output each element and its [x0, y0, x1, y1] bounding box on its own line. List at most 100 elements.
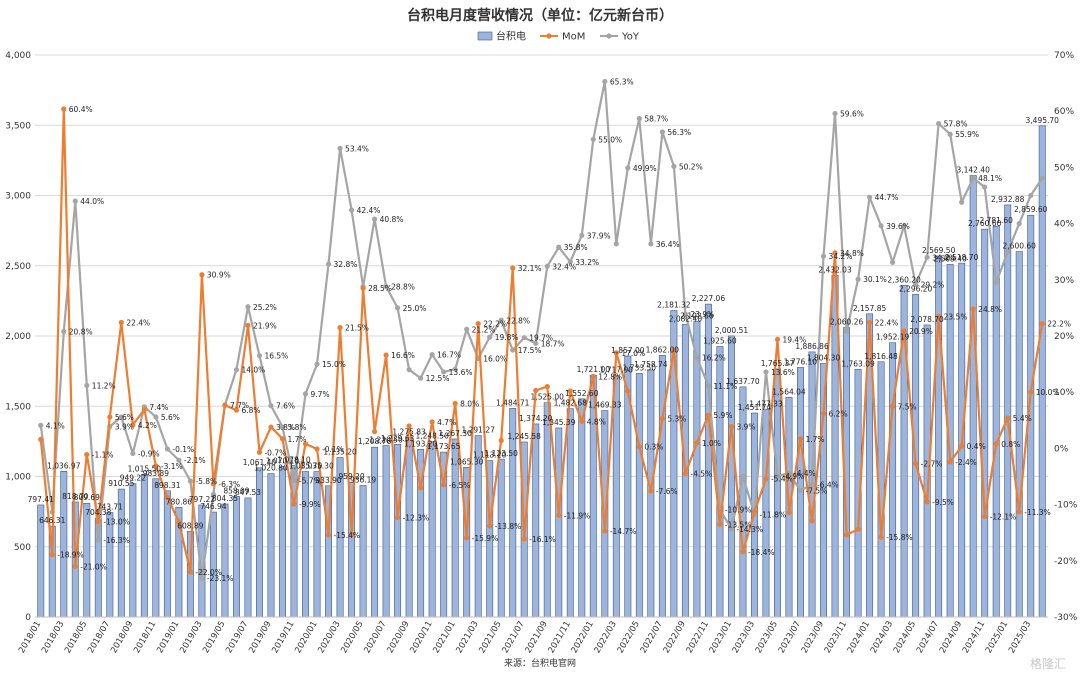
- mom-value-label: -12.1%: [990, 512, 1017, 521]
- mom-point: [302, 441, 309, 447]
- mom-point: [901, 328, 907, 334]
- bar-value-label: 3,142.40: [956, 165, 990, 174]
- yoy-value-label: 65.3%: [610, 77, 634, 86]
- yoy-point: [659, 129, 665, 135]
- yoy-value-label: -5.7%: [299, 476, 321, 485]
- mom-point: [371, 428, 378, 435]
- bar: [1004, 204, 1012, 618]
- yoy-point: [947, 131, 953, 137]
- bar-value-label: 936.19: [350, 475, 376, 484]
- bar: [371, 446, 379, 618]
- bar: [635, 373, 643, 618]
- yoy-value-label: 58.7%: [644, 115, 668, 124]
- mom-value-label: -15.9%: [472, 534, 499, 543]
- yoy-point: [602, 78, 608, 85]
- y-left-tick-label: 1,000: [5, 473, 31, 483]
- yoy-value-label: 17.5%: [518, 346, 542, 355]
- mom-value-label: -16.1%: [529, 535, 556, 544]
- yoy-point: [843, 328, 850, 335]
- bar-value-label: 1,291.27: [461, 426, 495, 435]
- yoy-point: [176, 457, 182, 463]
- bar: [83, 502, 91, 618]
- bar-value-label: 2,600.60: [1003, 242, 1037, 251]
- bar-value-label: 2,157.85: [853, 304, 887, 313]
- bar: [543, 402, 551, 618]
- yoy-value-label: 34.0%: [932, 253, 956, 262]
- mom-value-label: -18.9%: [57, 551, 84, 560]
- bar-value-label: 1,035.30: [300, 462, 334, 471]
- bar-value-label: 1,482.68: [554, 399, 588, 408]
- bar: [209, 511, 217, 618]
- mom-value-label: 0.8%: [1001, 440, 1020, 449]
- bar: [889, 342, 897, 618]
- yoy-point: [866, 194, 873, 200]
- yoy-value-label: 53.4%: [345, 144, 369, 153]
- bar: [382, 445, 390, 618]
- yoy-value-label: -0.9%: [138, 449, 160, 458]
- bar: [704, 303, 712, 618]
- mom-value-label: 5.6%: [115, 413, 134, 422]
- bar-value-label: 2,181.32: [657, 301, 691, 310]
- bar-value-label: 1,525.00: [531, 393, 565, 402]
- yoy-point: [371, 216, 378, 222]
- yoy-point: [256, 353, 263, 359]
- yoy-value-label: 11.1%: [713, 382, 737, 391]
- mom-point: [498, 437, 504, 444]
- mom-point: [913, 460, 919, 467]
- mom-value-label: 10.0%: [1036, 388, 1060, 397]
- bar-value-label: 858.09: [223, 486, 249, 495]
- mom-value-label: 1.7%: [287, 435, 306, 444]
- mom-point: [751, 509, 758, 515]
- mom-point: [544, 383, 550, 390]
- yoy-value-label: 11.2%: [92, 381, 116, 390]
- yoy-value-label: 21.2%: [472, 325, 496, 334]
- yoy-value-label: 22.8%: [506, 316, 530, 325]
- yoy-point: [636, 115, 642, 122]
- yoy-point: [855, 276, 861, 282]
- bar-value-label: 1,804.30: [807, 353, 841, 362]
- yoy-point: [682, 311, 688, 317]
- mom-point: [959, 443, 965, 449]
- yoy-point: [498, 317, 504, 323]
- bar-value-label: 2,569.50: [922, 246, 956, 255]
- yoy-value-label: 34.2%: [829, 252, 853, 261]
- bar: [969, 175, 977, 618]
- yoy-point: [1016, 221, 1022, 227]
- bar: [106, 512, 114, 618]
- yoy-value-label: -7.5%: [806, 487, 828, 496]
- mom-point: [855, 526, 861, 532]
- bar-value-label: 1,220.50: [369, 436, 403, 445]
- mom-point: [245, 322, 251, 328]
- mom-point: [418, 485, 424, 491]
- mom-point: [889, 403, 896, 409]
- mom-value-label: 22.2%: [1047, 320, 1071, 329]
- yoy-value-label: 44.0%: [80, 197, 104, 206]
- yoy-point: [901, 223, 907, 229]
- bar: [578, 398, 586, 618]
- yoy-value-label: 32.4%: [552, 262, 576, 271]
- yoy-value-label: 9.7%: [311, 390, 330, 399]
- yoy-point: [820, 253, 827, 259]
- yoy-point: [302, 391, 309, 397]
- watermark: 格隆汇: [1030, 656, 1066, 671]
- bar-value-label: 1,078.10: [277, 456, 311, 465]
- yoy-point: [913, 281, 919, 287]
- bar-value-label: 2,360.20: [887, 275, 921, 284]
- mom-point: [1016, 509, 1022, 515]
- mom-value-label: 22.4%: [126, 319, 150, 328]
- yoy-value-label: 23.9%: [690, 310, 714, 319]
- bar: [394, 443, 402, 618]
- data-labels: 797.41646.311,036.97818.70809.69704.3874…: [28, 77, 1071, 583]
- yoy-point: [38, 422, 44, 428]
- yoy-value-label: -23.1%: [207, 574, 234, 583]
- mom-value-label: -7.6%: [656, 487, 678, 496]
- yoy-point: [279, 424, 286, 430]
- yoy-point: [924, 254, 930, 260]
- mom-value-label: 7.7%: [230, 401, 249, 410]
- mom-point: [936, 313, 942, 319]
- mom-point: [774, 336, 781, 342]
- mom-value-label: -12.3%: [403, 514, 430, 523]
- bar-value-label: 1,862.00: [646, 345, 680, 354]
- bar-value-label: 2,509.40: [933, 254, 967, 263]
- y-right-tick-label: 0%: [1054, 444, 1069, 454]
